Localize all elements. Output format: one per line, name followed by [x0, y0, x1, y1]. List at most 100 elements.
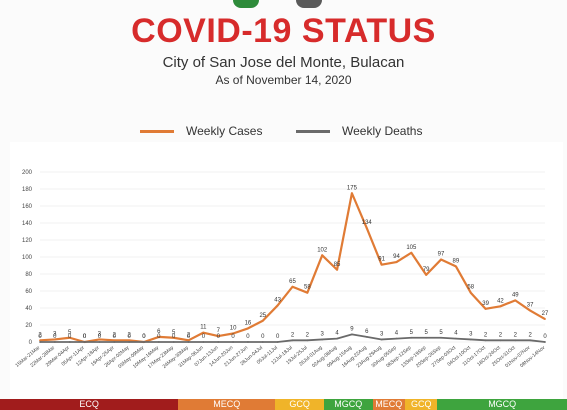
- series-line-weekly-cases: [39, 192, 546, 344]
- data-label-cases: 105: [406, 245, 417, 251]
- page-subtitle: City of San Jose del Monte, Bulacan: [162, 54, 405, 71]
- y-tick-label: 200: [22, 170, 33, 176]
- data-point-deaths: [157, 341, 160, 343]
- data-point-deaths: [53, 341, 56, 343]
- legend-swatch-deaths: [296, 129, 330, 133]
- data-label-deaths: 0: [38, 334, 42, 340]
- data-label-deaths: 5: [439, 330, 443, 336]
- data-point-cases: [499, 305, 502, 308]
- data-point-cases: [365, 227, 368, 229]
- data-point-deaths: [484, 339, 487, 342]
- data-label-deaths: 0: [276, 334, 280, 340]
- data-label-deaths: 0: [98, 334, 102, 340]
- data-point-deaths: [83, 341, 86, 343]
- data-label-cases: 0: [142, 334, 146, 340]
- data-point-deaths: [128, 341, 131, 343]
- data-label-cases: 79: [423, 267, 430, 273]
- data-label-cases: 175: [347, 185, 358, 191]
- quarantine-segment-gcq: GCQ: [275, 399, 324, 410]
- data-label-cases: 89: [453, 258, 460, 264]
- data-label-deaths: 0: [127, 334, 131, 340]
- data-point-cases: [440, 258, 442, 261]
- data-label-cases: 94: [393, 254, 400, 260]
- data-label-deaths: 4: [395, 331, 399, 337]
- city-seal-logo: [233, 0, 259, 8]
- chart-legend: Weekly Cases Weekly Deaths: [0, 124, 567, 140]
- data-label-cases: 11: [200, 325, 207, 331]
- data-label-deaths: 0: [83, 334, 87, 340]
- data-point-cases: [469, 291, 472, 294]
- data-label-cases: 5: [68, 330, 72, 336]
- quarantine-segment-mecq: MECQ: [178, 399, 276, 410]
- data-label-cases: 49: [512, 292, 519, 298]
- y-tick-label: 180: [22, 187, 33, 193]
- data-label-deaths: 2: [528, 332, 532, 338]
- y-tick-label: 100: [22, 255, 33, 261]
- y-tick-label: 20: [25, 323, 32, 329]
- data-label-cases: 2: [113, 332, 117, 338]
- data-label-deaths: 9: [350, 326, 354, 332]
- data-point-deaths: [291, 339, 294, 342]
- data-label-deaths: 0: [68, 334, 72, 340]
- data-point-deaths: [113, 341, 116, 343]
- data-label-cases: 42: [497, 298, 504, 304]
- data-label-cases: 58: [304, 285, 311, 291]
- data-point-deaths: [380, 338, 383, 341]
- data-point-cases: [321, 254, 324, 257]
- data-label-deaths: 5: [410, 330, 414, 336]
- data-point-cases: [217, 335, 220, 337]
- data-point-deaths: [261, 341, 264, 343]
- data-point-cases: [544, 318, 546, 320]
- data-point-cases: [425, 273, 428, 276]
- data-point-cases: [157, 336, 160, 338]
- y-tick-label: 60: [25, 289, 32, 295]
- data-point-deaths: [499, 339, 502, 342]
- data-point-deaths: [365, 336, 368, 338]
- data-label-cases: 2: [38, 332, 42, 338]
- y-tick-label: 40: [25, 306, 32, 312]
- data-label-cases: 10: [230, 326, 237, 332]
- data-point-cases: [113, 339, 116, 342]
- data-label-deaths: 3: [321, 331, 325, 337]
- data-label-deaths: 0: [543, 334, 547, 340]
- data-label-cases: 5: [172, 330, 176, 336]
- data-label-deaths: 6: [365, 329, 369, 335]
- data-point-deaths: [454, 337, 457, 340]
- data-point-cases: [484, 307, 487, 310]
- data-point-deaths: [425, 336, 428, 339]
- quarantine-status-bar: ECQ MECQ GCQ MGCQ MECQ GCQ MGCQ: [0, 399, 567, 410]
- data-point-deaths: [276, 341, 279, 343]
- data-label-cases: 97: [438, 252, 445, 258]
- data-point-deaths: [469, 338, 472, 341]
- health-office-logo: [296, 0, 322, 8]
- data-point-cases: [276, 304, 279, 307]
- data-label-deaths: 2: [499, 332, 503, 338]
- data-label-cases: 2: [127, 332, 131, 338]
- data-label-deaths: 3: [380, 331, 384, 337]
- quarantine-segment-ecq: ECQ: [0, 399, 179, 410]
- data-label-deaths: 0: [53, 334, 57, 340]
- data-point-cases: [39, 339, 41, 342]
- data-point-cases: [202, 331, 205, 334]
- data-label-deaths: 2: [514, 332, 518, 338]
- data-point-cases: [395, 261, 398, 263]
- y-tick-label: 160: [22, 204, 33, 210]
- data-label-cases: 0: [83, 334, 87, 340]
- data-point-cases: [351, 192, 353, 195]
- legend-label-cases: Weekly Cases: [186, 124, 263, 138]
- quarantine-segment-mgcq: MGCQ: [437, 399, 567, 410]
- data-point-cases: [291, 285, 294, 288]
- chart-panel: 0 20 40 60 80 100 120 140 160 180 200 15Mar-21Mar 22…: [10, 142, 563, 400]
- data-label-cases: 6: [157, 329, 161, 335]
- data-point-deaths: [143, 341, 145, 343]
- y-tick-label: 0: [29, 340, 33, 346]
- data-label-deaths: 2: [306, 332, 310, 338]
- data-point-deaths: [351, 333, 353, 336]
- data-point-cases: [98, 338, 101, 341]
- data-label-cases: 16: [245, 320, 252, 326]
- data-label-cases: 25: [259, 313, 266, 319]
- data-label-deaths: 5: [425, 330, 429, 336]
- data-point-deaths: [529, 339, 532, 342]
- data-label-deaths: 0: [261, 334, 265, 340]
- legend-weekly-cases: Weekly Cases: [140, 124, 262, 138]
